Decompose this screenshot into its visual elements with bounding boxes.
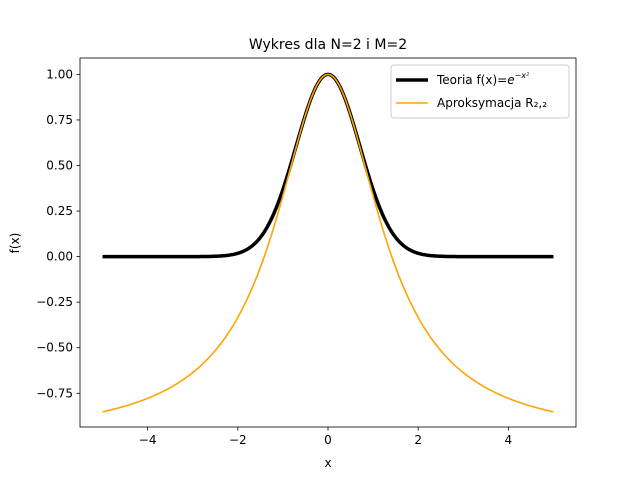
legend-label-theory: Teoria f(x)=e−x² xyxy=(436,71,530,87)
y-tick-label: −0.50 xyxy=(36,341,73,355)
x-axis-label: x xyxy=(324,456,331,470)
y-axis: 1.00 0.75 0.50 0.25 0.00 −0.25 −0.50 −0.75 xyxy=(36,67,80,400)
chart-title: Wykres dla N=2 i M=2 xyxy=(249,37,407,53)
x-tick-label: 4 xyxy=(505,433,513,447)
y-tick-label: 0.25 xyxy=(46,204,73,218)
legend-label-theory-main: Teoria f(x)= xyxy=(436,73,507,87)
y-tick-label: 0.00 xyxy=(46,250,73,264)
y-axis-label: f(x) xyxy=(8,233,22,254)
series-line-approximation xyxy=(102,73,554,413)
x-axis: −4 −2 0 2 4 xyxy=(139,427,512,447)
x-tick-label: −4 xyxy=(139,433,157,447)
y-tick-label: −0.75 xyxy=(36,386,73,400)
series-layer xyxy=(101,72,555,413)
x-tick-label: 2 xyxy=(414,433,422,447)
legend-label-approximation: Aproksymacja R₂,₂ xyxy=(437,96,547,110)
y-tick-label: 0.75 xyxy=(46,113,73,127)
x-tick-label: 0 xyxy=(324,433,332,447)
y-tick-label: 1.00 xyxy=(46,67,73,81)
y-tick-label: −0.25 xyxy=(36,295,73,309)
legend-label-theory-base: e xyxy=(507,73,514,87)
legend: Teoria f(x)=e−x² Aproksymacja R₂,₂ xyxy=(390,64,570,119)
legend-box xyxy=(390,64,570,119)
legend-label-theory-exp: −x² xyxy=(515,71,530,80)
x-tick-label: −2 xyxy=(229,433,247,447)
y-tick-label: 0.50 xyxy=(46,159,73,173)
